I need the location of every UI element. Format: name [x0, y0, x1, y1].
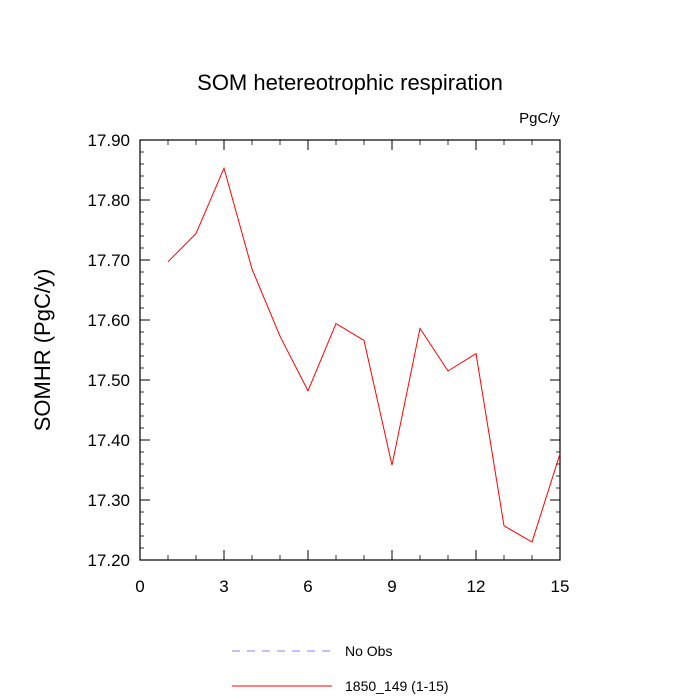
y-tick-label: 17.20	[87, 551, 130, 570]
y-axis: 17.20 17.30 17.40 17.50 17.60 17.70 17.80 17.90	[87, 131, 560, 570]
units-label: PgC/y	[519, 110, 560, 127]
x-tick-label: 3	[219, 577, 228, 596]
x-tick-label: 12	[467, 577, 486, 596]
x-tick-label: 9	[387, 577, 396, 596]
y-tick-label: 17.50	[87, 371, 130, 390]
y-tick-label: 17.60	[87, 311, 130, 330]
y-tick-label: 17.40	[87, 431, 130, 450]
x-tick-label: 0	[135, 577, 144, 596]
y-tick-label: 17.70	[87, 251, 130, 270]
chart-title: SOM hetereotrophic respiration	[197, 70, 503, 95]
x-tick-label: 6	[303, 577, 312, 596]
legend-label-no-obs: No Obs	[345, 643, 392, 659]
plot-frame	[139, 139, 561, 561]
legend: No Obs 1850_149 (1-15)	[232, 643, 449, 694]
series-line	[167, 166, 561, 543]
legend-label-1850-149: 1850_149 (1-15)	[345, 678, 449, 694]
x-tick-label: 15	[551, 577, 570, 596]
y-tick-label: 17.30	[87, 491, 130, 510]
y-axis-label: SOMHR (PgC/y)	[30, 269, 55, 432]
x-axis: 0 3 6 9 12 15	[135, 140, 569, 596]
y-tick-label: 17.80	[87, 191, 130, 210]
series-layer	[167, 166, 561, 543]
y-tick-label: 17.90	[87, 131, 130, 150]
